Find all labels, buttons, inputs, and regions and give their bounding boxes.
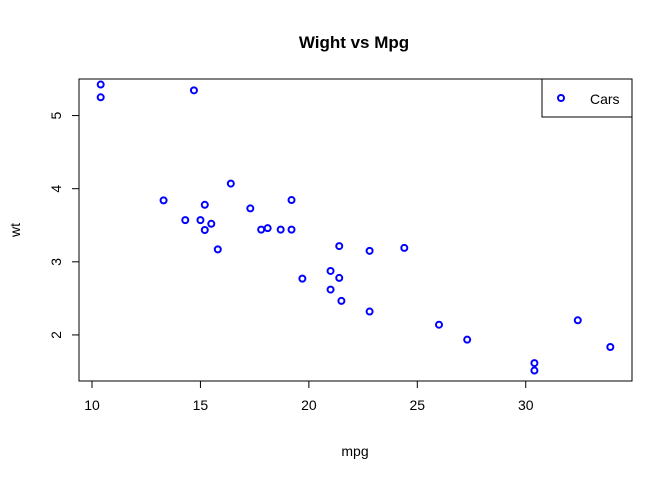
data-point	[287, 225, 296, 234]
data-point	[400, 243, 409, 252]
data-point	[196, 216, 205, 225]
x-tick-label: 15	[193, 397, 209, 413]
x-tick-label: 20	[301, 397, 317, 413]
x-axis: 10 15 20 25 30	[84, 380, 534, 413]
data-point	[207, 219, 216, 228]
y-axis: 2 3 4 5	[48, 111, 80, 339]
chart-title: Wight vs Mpg	[299, 33, 409, 52]
y-tick-label: 3	[48, 258, 64, 266]
data-point	[159, 196, 168, 205]
x-axis-label: mpg	[341, 443, 368, 459]
data-point	[335, 273, 344, 282]
x-tick-label: 10	[84, 397, 100, 413]
data-point	[434, 320, 443, 329]
data-point	[276, 225, 285, 234]
data-point	[530, 359, 539, 368]
legend-marker	[557, 94, 565, 102]
data-point	[337, 296, 346, 305]
data-point	[530, 366, 539, 375]
data-point	[365, 246, 374, 255]
data-point	[335, 242, 344, 251]
data-point	[200, 226, 209, 234]
plot-area-frame	[78, 78, 633, 382]
y-tick-label: 5	[48, 111, 64, 119]
data-point	[96, 80, 105, 89]
data-point	[326, 285, 335, 294]
y-axis-label: wt	[7, 223, 23, 238]
legend: Cars	[541, 78, 633, 118]
data-point	[326, 266, 335, 275]
x-tick-label: 25	[410, 397, 426, 413]
data-point	[226, 179, 235, 188]
data-point	[96, 93, 105, 102]
data-point	[573, 316, 582, 325]
legend-label-cars: Cars	[590, 91, 620, 107]
data-point	[298, 274, 307, 283]
data-point	[606, 342, 615, 351]
x-tick-label: 30	[518, 397, 534, 413]
data-points	[96, 80, 615, 375]
data-point	[263, 224, 272, 233]
data-point	[200, 200, 209, 209]
data-point	[189, 86, 198, 95]
data-point	[287, 196, 296, 205]
data-point	[365, 307, 374, 316]
data-point	[181, 216, 190, 225]
data-point	[213, 245, 222, 254]
data-point	[246, 204, 255, 213]
data-point	[257, 225, 266, 234]
y-tick-label: 2	[48, 331, 64, 339]
data-point	[463, 335, 472, 344]
y-tick-label: 4	[48, 185, 64, 193]
